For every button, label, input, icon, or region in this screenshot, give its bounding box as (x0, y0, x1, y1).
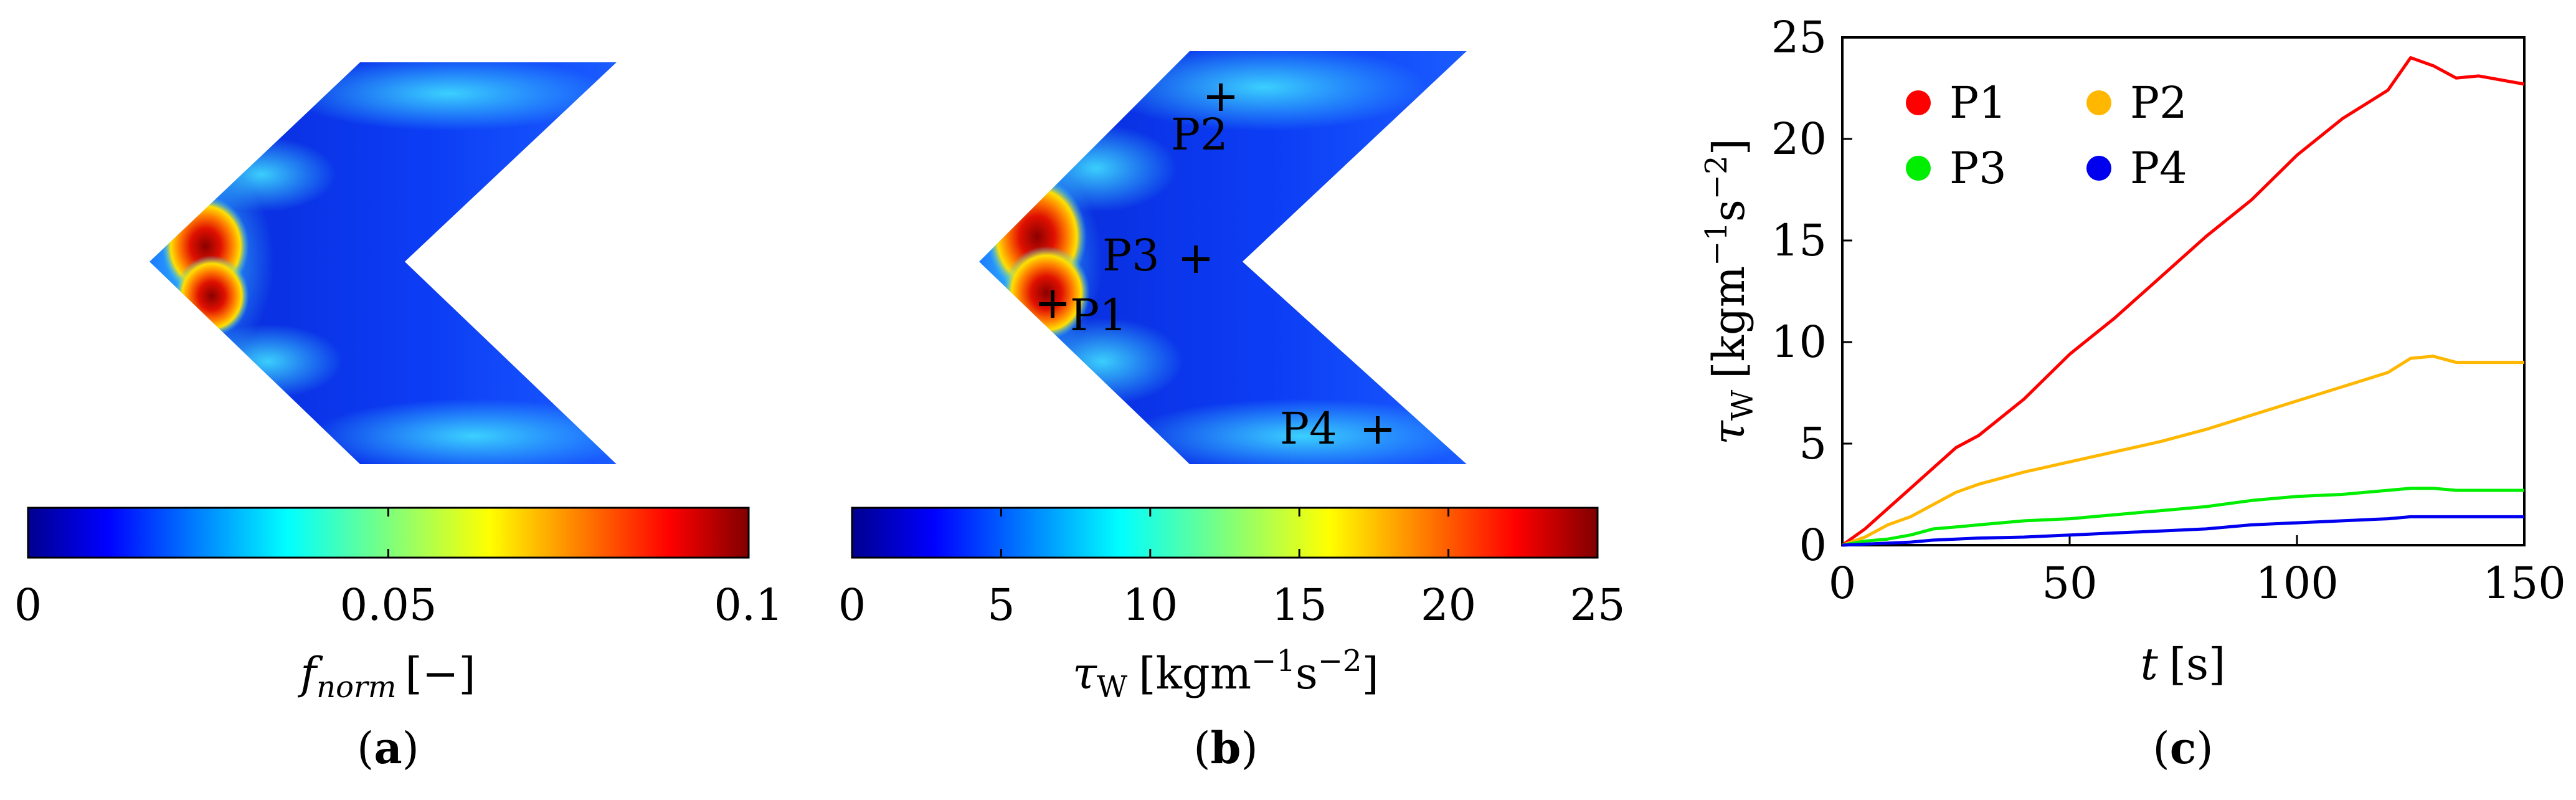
panel-a-label: (a) (357, 722, 419, 774)
point-p2: P2 (1171, 83, 1234, 160)
axis-ticks: 0 50 100 150 0 5 10 15 20 25 (1771, 12, 2566, 609)
y-tick-label: 5 (1799, 418, 1827, 469)
colorbar-a-ticks: 0 0.05 0.1 (14, 508, 784, 631)
legend-label-p4: P4 (2130, 143, 2187, 194)
svg-text:P4: P4 (1280, 403, 1337, 454)
svg-text:P1: P1 (1070, 290, 1127, 341)
legend-marker-p1 (1906, 90, 1931, 115)
y-tick-label: 10 (1771, 317, 1827, 368)
y-tick-label: 20 (1771, 113, 1827, 164)
series-line-p3 (1842, 487, 2524, 547)
colorbar-b-tick-label: 5 (987, 579, 1015, 631)
series-line-p4 (1842, 515, 2524, 547)
colorbar-b-tick-label: 15 (1272, 579, 1327, 631)
legend-label-p1: P1 (1949, 77, 2007, 128)
colorbar-b-tick-label: 20 (1421, 579, 1476, 631)
plot-frame (1841, 36, 2526, 546)
point-p3: P3 (1102, 230, 1210, 281)
legend-label-p2: P2 (2130, 77, 2187, 128)
point-p4: P4 (1280, 403, 1391, 454)
panel-a: 0 0.05 0.1 fnorm [−] (a) (14, 62, 784, 774)
colorbar-b-ticks: 0 5 10 15 20 25 (838, 508, 1626, 631)
colorbar-b-tick-label: 25 (1570, 579, 1625, 631)
colorbar-b-tick-label: 0 (838, 579, 866, 631)
panel-c: 0 50 100 150 0 5 10 15 20 25 P1 P2 P3 P4 t [s] τW[kgm… (1699, 12, 2566, 774)
legend-marker-p4 (2086, 156, 2111, 181)
heatmap-b (979, 51, 1467, 464)
x-tick-label: 50 (2042, 558, 2097, 609)
x-tick-label: 100 (2255, 558, 2339, 609)
svg-text:P3: P3 (1102, 230, 1160, 281)
colorbar-a-tick-label: 0 (14, 579, 42, 631)
y-tick-label: 0 (1799, 520, 1827, 571)
point-p1: P1 (1039, 290, 1127, 341)
colorbar-a-label: fnorm [−] (297, 648, 475, 705)
legend-label-p3: P3 (1949, 143, 2007, 194)
series-line-p2 (1842, 355, 2524, 547)
heatmap-a (149, 62, 617, 464)
x-tick-label: 0 (1829, 558, 1857, 609)
colorbar-b (851, 507, 1599, 559)
colorbar-b-tick-label: 10 (1122, 579, 1178, 631)
svg-text:P2: P2 (1171, 109, 1228, 160)
panel-b: P1 P2 P3 P4 0 5 10 15 20 25 τW [kgm−1s−2] (b) (838, 51, 1626, 774)
series-lines (1841, 56, 2525, 547)
y-axis-label: τW[kgm−1s−2] (1699, 138, 1760, 445)
series-line-p1 (1841, 56, 2525, 547)
colorbar-a-tick-label: 0.1 (714, 579, 783, 631)
y-tick-label: 25 (1771, 12, 1827, 63)
legend-marker-p2 (2086, 90, 2111, 115)
colorbar-b-label: τW [kgm−1s−2] (1073, 644, 1379, 705)
panel-c-label: (c) (2152, 722, 2213, 774)
colorbar-a-tick-label: 0.05 (340, 579, 437, 631)
panel-b-label: (b) (1193, 722, 1258, 774)
legend: P1 P2 P3 P4 (1906, 77, 2187, 194)
y-tick-label: 15 (1771, 215, 1827, 266)
legend-marker-p3 (1906, 156, 1931, 181)
x-tick-label: 150 (2483, 558, 2566, 609)
x-axis-label: t [s] (2141, 639, 2226, 690)
